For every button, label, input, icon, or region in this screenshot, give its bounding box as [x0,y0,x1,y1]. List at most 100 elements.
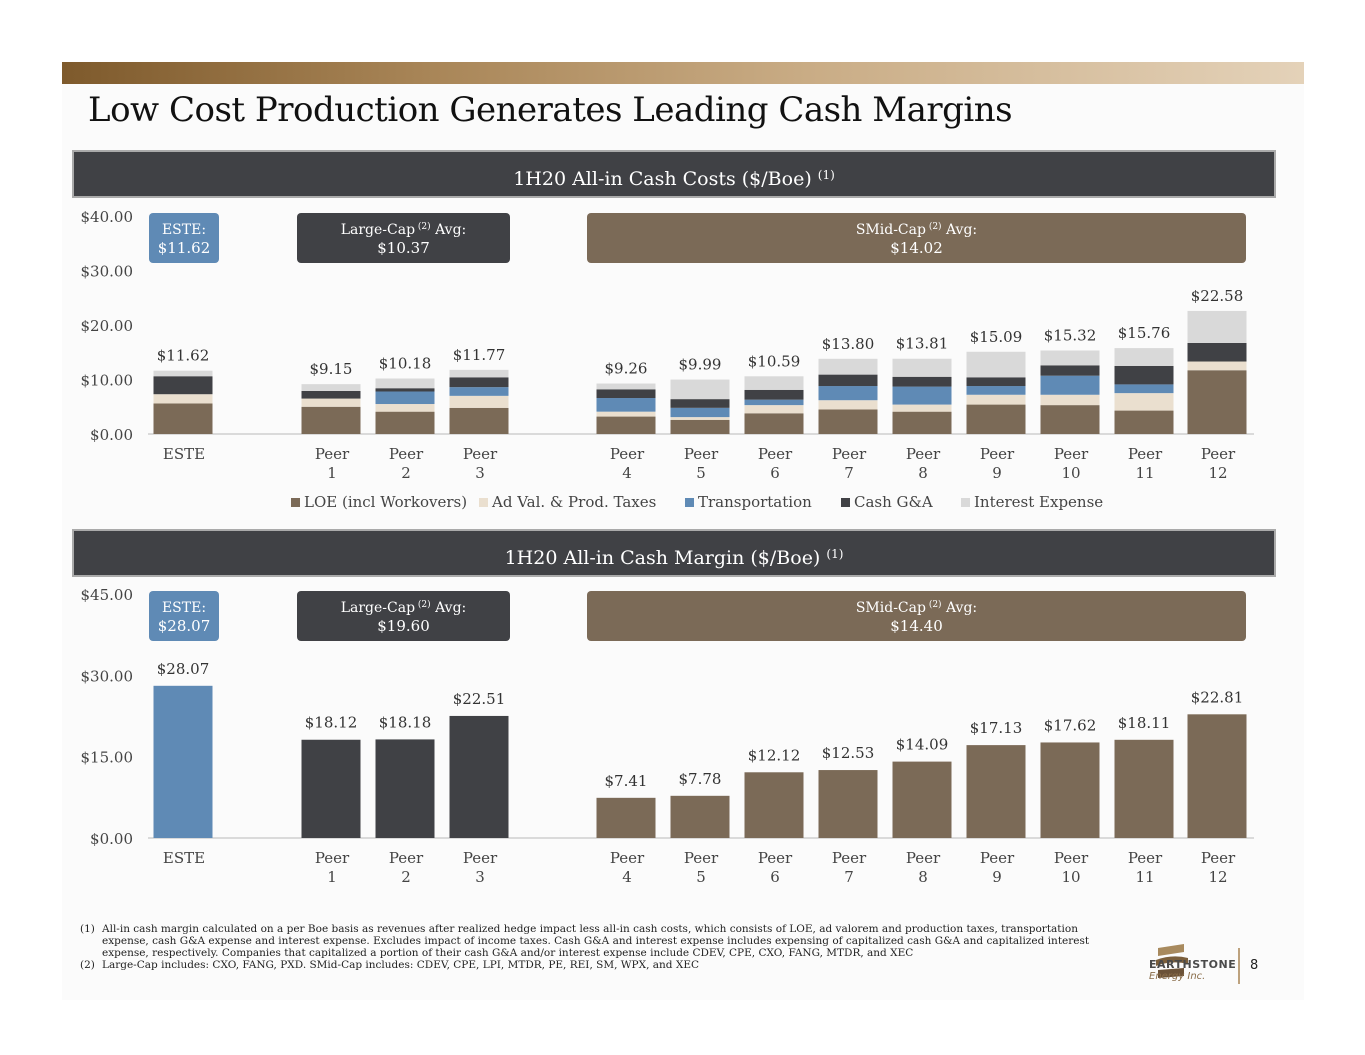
margin-callout-smid-box [587,591,1246,641]
cost-bar-segment [375,404,435,412]
margin-x-tick-label-line2: 3 [475,868,485,886]
cost-bar-segment [153,370,213,377]
cost-total-label: $11.77 [453,346,506,364]
cost-legend-label: Ad Val. & Prod. Taxes [491,493,656,511]
cost-chart-header: 1H20 All-in Cash Costs ($/Boe) (1) [72,150,1276,198]
cost-bar-segment [966,404,1026,434]
cost-x-tick-label: Peer [1201,445,1236,463]
cost-callout-large-line2: $10.37 [377,239,430,257]
margin-x-tick-label: Peer [758,849,793,867]
cost-bar-segment [1114,384,1174,394]
cost-bar-segment [892,404,952,412]
cost-bar-segment [670,417,730,420]
cost-callout-este-box [149,213,219,263]
margin-chart-title-sup: (1) [826,547,844,561]
cost-callout-smid-box [587,213,1246,263]
cost-bar-segment [153,403,213,434]
margin-y-tick-label: $15.00 [81,749,134,767]
cost-x-tick-label-line2: 9 [992,464,1002,482]
cost-x-tick-label-line2: 10 [1061,464,1080,482]
cost-total-label: $11.62 [157,347,210,365]
margin-value-label: $7.78 [679,770,722,788]
cost-y-tick-label: $20.00 [81,317,134,335]
cost-legend-label: LOE (incl Workovers) [304,493,467,511]
cost-bar-segment [966,351,1026,378]
cost-total-label: $9.99 [679,356,722,374]
cost-bar-segment [892,376,952,387]
cost-bar-segment [966,394,1026,405]
cost-x-tick-label: Peer [315,445,350,463]
margin-callout-large-box [297,591,510,641]
cost-bar-segment [1040,365,1100,376]
margin-value-label: $18.18 [379,713,432,731]
cost-total-label: $15.76 [1118,324,1171,342]
margin-value-label: $22.81 [1191,688,1244,706]
cost-total-label: $10.18 [379,355,432,373]
margin-chart-title: 1H20 All-in Cash Margin ($/Boe) [504,547,821,569]
cost-bar-segment [596,411,656,417]
cost-total-label: $10.59 [748,352,801,370]
margin-value-label: $28.07 [157,660,210,678]
cost-x-tick-label: Peer [906,445,941,463]
margin-x-tick-label: Peer [389,849,424,867]
cost-x-tick-label: Peer [684,445,719,463]
cost-legend-swatch [479,498,488,507]
margin-bar [1040,742,1100,838]
cost-x-tick-label-line2: 12 [1208,464,1227,482]
footnotes: (1) All-in cash margin calculated on a p… [80,923,1090,971]
margin-value-label: $18.11 [1118,714,1171,732]
cost-bar-segment [1114,348,1174,366]
cost-bar-segment [1040,350,1100,366]
margin-x-tick-label-line2: 4 [622,868,632,886]
margin-x-tick-label-line2: 11 [1135,868,1154,886]
margin-callout-large-line1: Large-Cap (2) Avg: [341,599,467,616]
cost-bar-segment [375,391,435,405]
cost-x-tick-label: ESTE [163,445,205,463]
margin-value-label: $12.53 [822,744,875,762]
cost-x-tick-label: Peer [758,445,793,463]
margin-x-tick-label-line2: 6 [770,868,780,886]
cost-bar-segment [744,399,804,406]
margin-y-tick-label: $0.00 [90,830,133,848]
margin-bar [153,685,213,838]
cost-bar-segment [153,394,213,404]
cost-bar-segment [670,419,730,434]
margin-x-tick-label-line2: 10 [1061,868,1080,886]
margin-value-label: $22.51 [453,690,506,708]
cost-callout-smid-line2: $14.02 [890,239,943,257]
margin-x-tick-label: Peer [315,849,350,867]
cost-bar-segment [892,411,952,434]
cost-bar-segment [449,369,509,378]
cost-bar-segment [670,379,730,400]
margin-bar [892,761,952,838]
cost-bar-segment [744,376,804,390]
cost-bar-segment [744,413,804,434]
cost-legend-swatch [685,498,694,507]
margin-bar [1114,739,1174,838]
cost-y-tick-label: $0.00 [90,426,133,444]
cost-bar-segment [153,376,213,395]
cost-bar-segment [744,389,804,400]
cost-bar-segment [818,386,878,401]
margin-x-tick-label: Peer [1054,849,1089,867]
margin-x-tick-label: ESTE [163,849,205,867]
page-number: 8 [1250,958,1259,973]
cost-total-label: $15.09 [970,328,1023,346]
margin-x-tick-label: Peer [980,849,1015,867]
margin-x-tick-label-line2: 2 [401,868,411,886]
cost-bar-segment [1040,405,1100,434]
cost-bar-segment [1187,361,1247,371]
cost-callout-este-line2: $11.62 [158,239,211,257]
margin-x-tick-label-line2: 5 [696,868,706,886]
margin-bar [670,795,730,838]
margin-bar [375,739,435,838]
margin-value-label: $17.13 [970,719,1023,737]
margin-bar [1187,714,1247,838]
cost-bar-segment [449,387,509,396]
margin-bar [449,715,509,838]
margin-bar [966,745,1026,838]
margin-value-label: $7.41 [605,772,648,790]
cost-bar-segment [301,384,361,391]
cost-bar-segment [1187,342,1247,362]
margin-bar [596,797,656,838]
